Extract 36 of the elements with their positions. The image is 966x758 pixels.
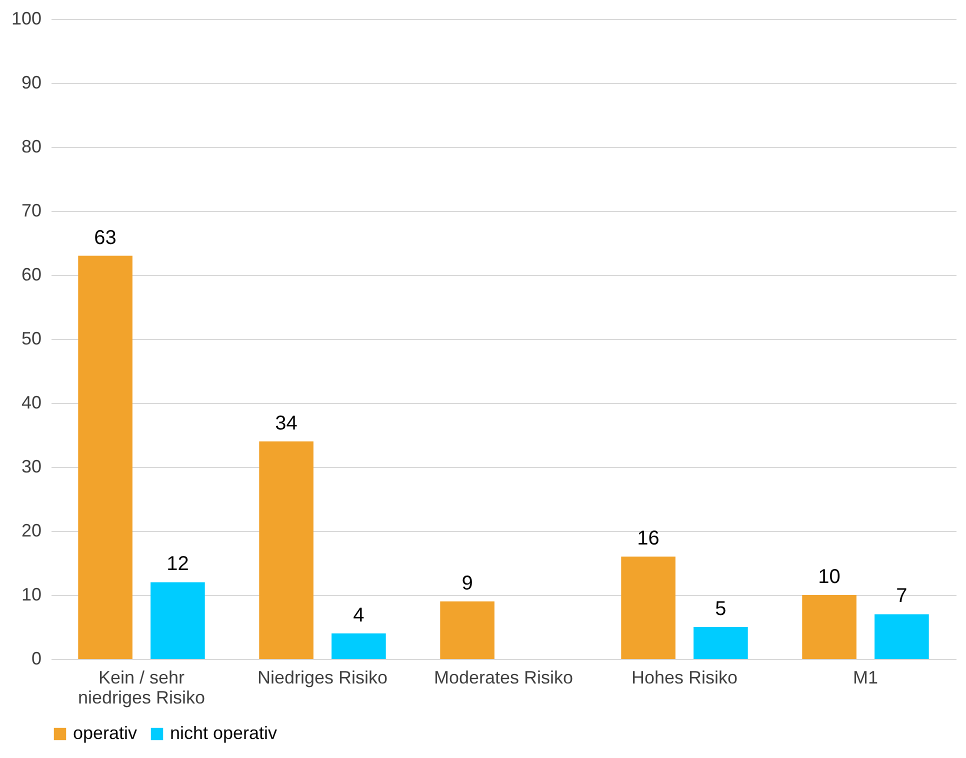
bar: [874, 614, 929, 659]
data-label: 63: [94, 226, 116, 249]
data-label: 4: [353, 604, 364, 626]
x-tick-label: M1: [852, 668, 878, 688]
bar: [621, 556, 676, 659]
data-label: 34: [275, 412, 298, 434]
bar: [259, 441, 314, 659]
bar: [150, 582, 205, 659]
data-label: 12: [166, 553, 189, 576]
data-label: 5: [715, 598, 726, 620]
y-tick-label: 60: [21, 264, 42, 284]
y-tick-label: 40: [21, 392, 42, 412]
x-tick-label: Kein / sehr niedriges Risiko: [78, 668, 206, 708]
data-label: 10: [818, 566, 840, 588]
legend-label: operativ: [73, 723, 138, 743]
bar: [802, 595, 856, 659]
y-tick-label: 100: [11, 8, 42, 28]
y-tick-label: 10: [21, 584, 42, 604]
bar: [332, 633, 386, 659]
y-tick-label: 80: [21, 136, 42, 156]
data-label: 7: [896, 585, 908, 608]
x-tick-label: Hohes Risiko: [631, 668, 738, 688]
y-tick-label: 30: [21, 456, 42, 476]
bar: [694, 627, 748, 659]
x-tick-label: Niedriges Risiko: [257, 668, 388, 688]
y-tick-label: 50: [21, 328, 42, 348]
y-tick-label: 20: [21, 520, 42, 540]
data-label: 9: [462, 572, 473, 594]
y-tick-label: 0: [31, 648, 42, 668]
x-tick-label: Moderates Risiko: [434, 668, 574, 688]
legend-label: nicht operativ: [170, 723, 278, 743]
y-tick-label: 70: [21, 200, 42, 220]
y-tick-label: 90: [21, 72, 42, 92]
bar: [440, 601, 494, 659]
bar: [78, 256, 132, 659]
data-label: 16: [637, 528, 660, 550]
